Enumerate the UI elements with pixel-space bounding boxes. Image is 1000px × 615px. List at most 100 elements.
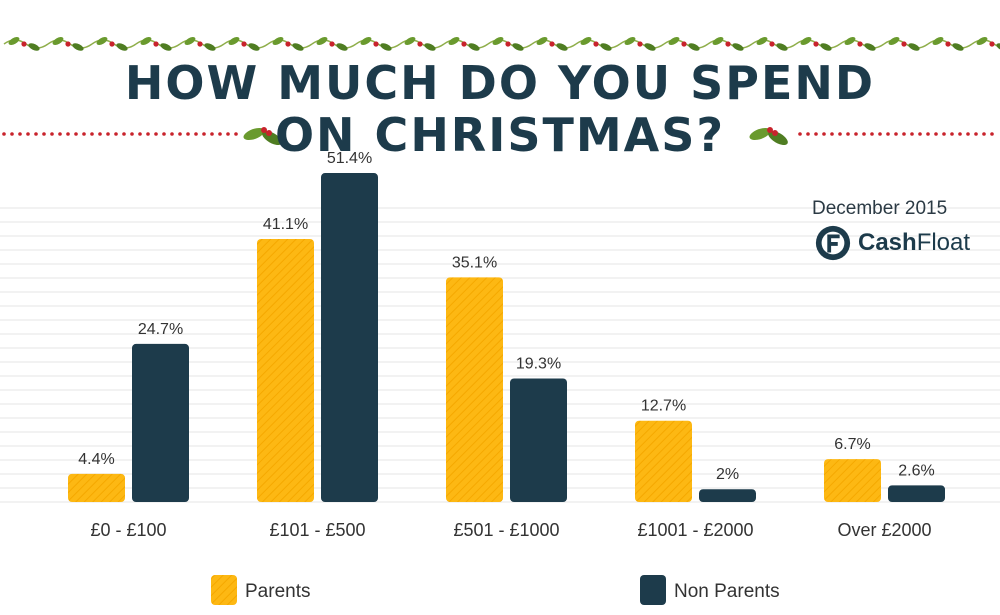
bar-non-parents <box>132 343 189 502</box>
bar-non-parents <box>699 489 756 502</box>
holly-leaf-icon <box>96 37 108 45</box>
holly-leaf-icon <box>468 43 480 51</box>
divider-dot <box>194 132 198 136</box>
chart-bars <box>68 173 945 503</box>
data-label: 2% <box>716 466 739 483</box>
holly-berry-icon <box>767 127 773 133</box>
divider-dot <box>90 132 94 136</box>
bar-parents <box>446 277 503 502</box>
holly-garland-top <box>3 37 1000 51</box>
divider-dot <box>26 132 30 136</box>
holly-berry-icon <box>329 41 335 47</box>
holly-leaf-icon <box>28 43 40 51</box>
holly-leaf-icon <box>756 37 768 45</box>
divider-dot <box>106 132 110 136</box>
holly-leaf-icon <box>243 127 265 141</box>
divider-dot <box>846 132 850 136</box>
divider-dot <box>902 132 906 136</box>
bar-non-parents <box>510 378 567 502</box>
divider-dot <box>798 132 802 136</box>
survey-date: December 2015 <box>812 198 948 219</box>
chart-labels: 4.4% 24.7% £0 - £100 41.1% 51.4% £101 - £500 3… <box>78 150 934 540</box>
divider-dot <box>58 132 62 136</box>
holly-leaf-icon <box>492 37 504 45</box>
holly-leaf-icon <box>228 37 240 45</box>
holly-berry-icon <box>769 41 775 47</box>
brand-name-bold: Cash <box>858 229 917 256</box>
legend-label: Parents <box>245 581 310 602</box>
page-title-line-1: HOW MUCH DO YOU SPEND <box>124 56 876 110</box>
data-label: 2.6% <box>898 462 934 479</box>
holly-berry-icon <box>109 41 115 47</box>
divider-dot <box>82 132 86 136</box>
holly-berry-icon <box>65 41 71 47</box>
legend-swatch-parents <box>211 575 237 605</box>
divider-dot <box>130 132 134 136</box>
holly-berry-icon <box>681 41 687 47</box>
holly-leaf-icon <box>380 43 392 51</box>
cashfloat-logo-icon <box>815 225 851 261</box>
holly-leaf-icon <box>116 43 128 51</box>
holly-leaf-icon <box>292 43 304 51</box>
holly-leaf-icon <box>52 37 64 45</box>
holly-leaf-icon <box>536 37 548 45</box>
holly-berry-icon <box>637 41 643 47</box>
divider-dot <box>186 132 190 136</box>
divider-dot <box>974 132 978 136</box>
category-label: £0 - £100 <box>90 520 166 540</box>
category-label: £1001 - £2000 <box>637 520 753 540</box>
data-label: 19.3% <box>516 355 561 372</box>
holly-berry-icon <box>21 41 27 47</box>
chart-legend: Parents Non Parents <box>211 575 780 605</box>
holly-leaf-icon <box>8 37 20 45</box>
divider-dot <box>170 132 174 136</box>
holly-leaf-icon <box>140 37 152 45</box>
data-label: 4.4% <box>78 451 114 468</box>
brand-name: CashFloat <box>858 229 970 257</box>
holly-leaf-icon <box>184 37 196 45</box>
divider-dot <box>154 132 158 136</box>
divider-dot <box>34 132 38 136</box>
holly-leaf-icon <box>888 37 900 45</box>
divider-dot <box>18 132 22 136</box>
holly-leaf-icon <box>448 37 460 45</box>
holly-leaf-icon <box>204 43 216 51</box>
holly-garland-divider <box>2 127 994 145</box>
holly-berry-icon <box>153 41 159 47</box>
holly-leaf-icon <box>424 43 436 51</box>
holly-berry-icon <box>461 41 467 47</box>
divider-dot <box>966 132 970 136</box>
legend-swatch-non-parents <box>640 575 666 605</box>
divider-dot <box>146 132 150 136</box>
divider-dot <box>950 132 954 136</box>
divider-dot <box>210 132 214 136</box>
holly-leaf-icon <box>932 37 944 45</box>
holly-berry-icon <box>417 41 423 47</box>
divider-dot <box>878 132 882 136</box>
divider-dot <box>42 132 46 136</box>
divider-dot <box>990 132 994 136</box>
divider-dot <box>910 132 914 136</box>
data-label: 12.7% <box>641 398 686 415</box>
holly-leaf-icon <box>316 37 328 45</box>
holly-berry-icon <box>725 41 731 47</box>
brand-logo: CashFloat <box>814 223 970 263</box>
holly-leaf-icon <box>624 37 636 45</box>
divider-dot <box>870 132 874 136</box>
category-label: Over £2000 <box>837 520 931 540</box>
holly-leaf-icon <box>248 43 260 51</box>
divider-dot <box>122 132 126 136</box>
data-label: 51.4% <box>327 150 372 167</box>
bar-parents <box>68 473 125 502</box>
holly-leaf-icon <box>336 43 348 51</box>
data-label: 6.7% <box>834 436 870 453</box>
divider-dot <box>114 132 118 136</box>
divider-dot <box>202 132 206 136</box>
divider-dot <box>2 132 6 136</box>
holly-leaf-icon <box>996 43 1000 51</box>
holly-berry-icon <box>549 41 555 47</box>
holly-leaf-icon <box>72 43 84 51</box>
holly-leaf-icon <box>976 37 988 45</box>
divider-dot <box>814 132 818 136</box>
